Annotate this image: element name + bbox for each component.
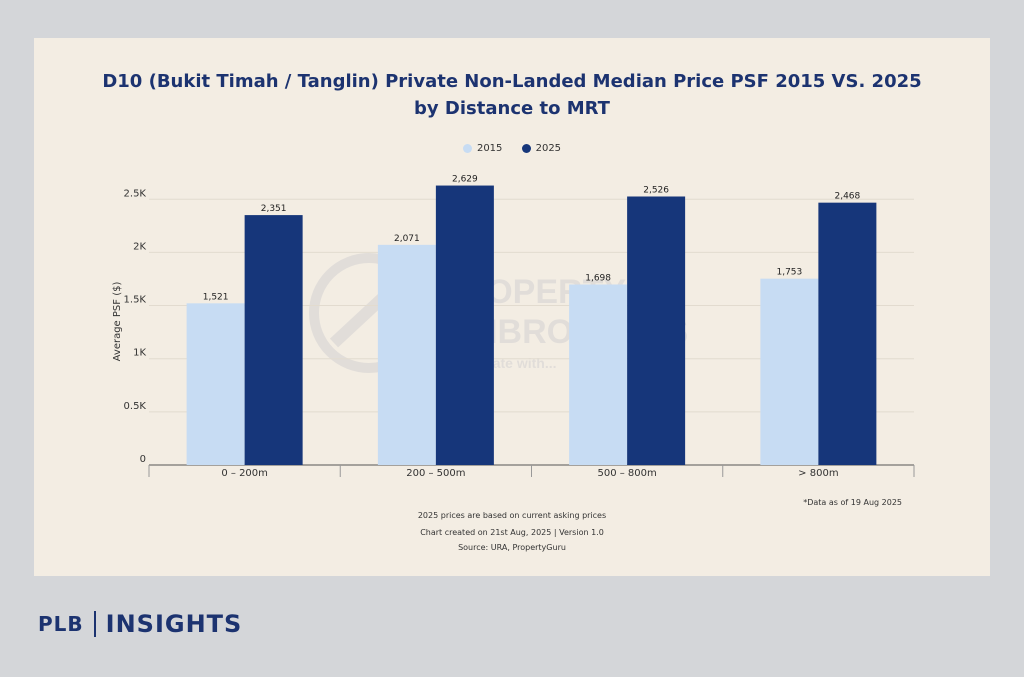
bar-2025: [435, 185, 494, 465]
chart-title-line1: D10 (Bukit Timah / Tanglin) Private Non-…: [102, 71, 922, 92]
bar-2015: [377, 244, 436, 465]
legend-swatch-2025: [521, 144, 531, 153]
legend-label-2025: 2025: [535, 143, 562, 154]
chart-title-line2: by Distance to MRT: [414, 98, 610, 119]
bar-2025: [244, 215, 303, 465]
data-label: 1,753: [776, 268, 802, 278]
footer-note: 2025 prices are based on current asking …: [417, 511, 607, 520]
plb-insights-logo: PLB INSIGHTS: [38, 610, 242, 638]
x-tick-label: 500 – 800m: [597, 468, 656, 479]
bar-2025: [818, 202, 877, 465]
y-tick-label: 2.5K: [124, 188, 147, 199]
brand-plb: PLB: [38, 612, 84, 636]
y-tick-label: 1.5K: [124, 295, 147, 306]
brand-insights: INSIGHTS: [105, 610, 243, 638]
legend-item-2015: 2015: [462, 143, 503, 154]
brand-divider: [93, 611, 96, 637]
data-label: 2,351: [261, 204, 287, 214]
data-label: 2,468: [834, 192, 860, 202]
y-axis-label: Average PSF ($): [112, 282, 123, 362]
data-label: 2,526: [643, 185, 669, 195]
data-label: 1,698: [585, 274, 611, 284]
y-tick-label: 2K: [133, 241, 146, 252]
bar-2025: [627, 196, 686, 466]
chart-title: D10 (Bukit Timah / Tanglin) Private Non-…: [34, 68, 990, 122]
footer-created: Chart created on 21st Aug, 2025 | Versio…: [420, 528, 604, 537]
data-label: 2,071: [394, 234, 420, 244]
data-date-note: *Data as of 19 Aug 2025: [803, 498, 902, 507]
x-tick-label: 0 – 200m: [221, 468, 268, 479]
chart-legend: 2015 2025: [34, 143, 990, 156]
bar-chart: 0 0.5K 1K 1.5K 2K 2.5K Average PSF ($) 1,521 2,3…: [112, 175, 915, 479]
legend-label-2015: 2015: [476, 143, 503, 154]
bar-2015: [569, 284, 628, 465]
y-tick-label: 0: [140, 454, 146, 465]
chart-card: PROPERTY LIMBROTHERS Real estate with...…: [34, 38, 990, 576]
data-label: 1,521: [203, 292, 229, 302]
legend-swatch-2015: [462, 144, 472, 153]
legend-item-2025: 2025: [521, 143, 562, 154]
x-tick-label: 200 – 500m: [406, 468, 465, 479]
y-tick-label: 0.5K: [124, 401, 147, 412]
data-label: 2,629: [452, 175, 478, 185]
footer-source: Source: URA, PropertyGuru: [458, 543, 566, 552]
bar-2015: [186, 303, 245, 465]
bar-2015: [760, 278, 819, 465]
y-tick-label: 1K: [133, 348, 146, 359]
x-tick-label: > 800m: [798, 468, 838, 479]
